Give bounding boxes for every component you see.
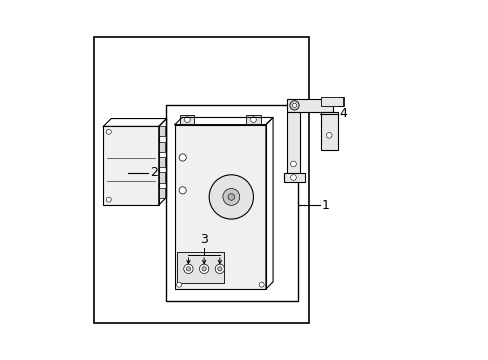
- Circle shape: [227, 194, 234, 200]
- Text: 1: 1: [321, 198, 329, 212]
- Circle shape: [215, 264, 224, 274]
- Text: 3: 3: [200, 233, 208, 246]
- Circle shape: [199, 264, 208, 274]
- Bar: [159, 188, 165, 198]
- Bar: [320, 112, 337, 150]
- Circle shape: [202, 267, 206, 271]
- Bar: [175, 125, 265, 289]
- Circle shape: [183, 264, 193, 274]
- Bar: [180, 114, 194, 125]
- Bar: [320, 97, 343, 106]
- Circle shape: [217, 267, 222, 271]
- Bar: [286, 112, 300, 175]
- Circle shape: [250, 117, 256, 122]
- Circle shape: [179, 187, 186, 194]
- Bar: [159, 157, 165, 167]
- Text: 4: 4: [339, 107, 346, 120]
- Circle shape: [179, 154, 186, 161]
- Circle shape: [290, 175, 296, 180]
- Bar: [159, 142, 165, 152]
- Text: 2: 2: [150, 166, 158, 179]
- Bar: [176, 252, 224, 283]
- Bar: [159, 126, 165, 136]
- Circle shape: [289, 101, 299, 110]
- Circle shape: [223, 189, 239, 205]
- Circle shape: [209, 175, 253, 219]
- Circle shape: [186, 267, 190, 271]
- Circle shape: [106, 197, 111, 202]
- Circle shape: [259, 282, 264, 287]
- Bar: [103, 126, 159, 205]
- Bar: [246, 114, 260, 125]
- Bar: [94, 37, 308, 323]
- Circle shape: [290, 161, 296, 167]
- Bar: [165, 105, 298, 301]
- Circle shape: [106, 129, 111, 134]
- Circle shape: [292, 103, 296, 108]
- Bar: [283, 173, 305, 182]
- Bar: [159, 172, 165, 183]
- Circle shape: [325, 132, 331, 138]
- Circle shape: [176, 282, 181, 287]
- Circle shape: [184, 117, 190, 122]
- Bar: [286, 99, 332, 112]
